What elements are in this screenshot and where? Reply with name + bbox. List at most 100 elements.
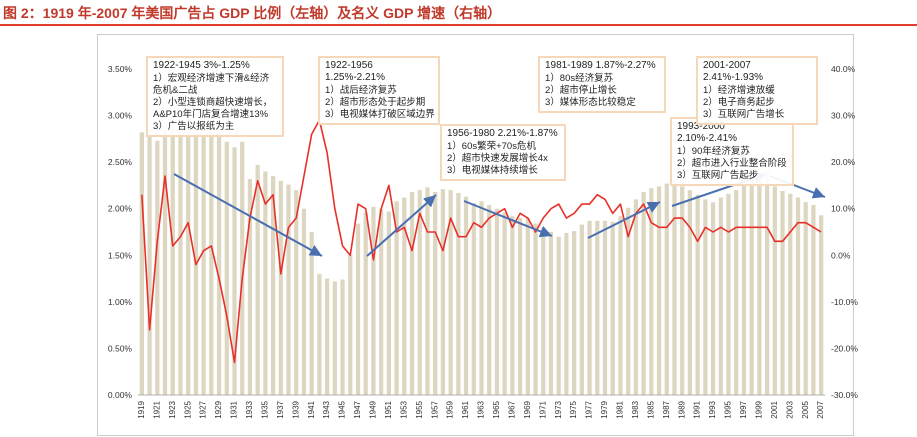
trend-arrow-3 — [463, 200, 553, 238]
bar-1989 — [680, 186, 685, 395]
annotation-box-a2: 1922-1956 1.25%-2.21% 1）战后经济复苏 2）超市形态处于起步期… — [318, 56, 440, 125]
bar-1932 — [240, 141, 245, 395]
annotation-head: 1922-1956 1.25%-2.21% — [325, 60, 386, 83]
x-tick-label: 2005 — [801, 400, 810, 418]
x-tick-label: 1925 — [183, 400, 192, 418]
bar-1986 — [656, 186, 662, 395]
x-tick-label: 1995 — [724, 400, 733, 418]
bar-1968 — [517, 218, 523, 395]
x-tick-label: 1959 — [446, 400, 455, 418]
x-tick-label: 1933 — [245, 400, 254, 418]
x-tick-label: 1971 — [538, 400, 547, 418]
bar-1946 — [348, 255, 353, 395]
left-tick-label: 2.00% — [108, 204, 133, 214]
bar-1998 — [749, 177, 754, 395]
bar-1921 — [155, 140, 160, 395]
x-tick-label: 1931 — [230, 400, 239, 418]
right-tick-label: 40.0% — [831, 64, 856, 74]
bar-1999 — [757, 170, 762, 395]
bar-1927 — [201, 129, 206, 396]
annotation-line: A&P10年门店复合增速13% — [153, 109, 269, 120]
bar-1984 — [641, 191, 646, 395]
x-tick-label: 1967 — [507, 400, 516, 418]
x-tick-label: 1997 — [739, 400, 748, 418]
annotation-line: 1）宏观经济增速下滑&经济 — [153, 73, 270, 84]
annotation-head: 1922-1945 3%-1.25% — [153, 60, 250, 71]
bar-1995 — [726, 193, 731, 395]
trend-arrow-1 — [173, 173, 323, 257]
bar-1987 — [664, 183, 669, 395]
x-tick-label: 1957 — [430, 400, 439, 418]
bar-2007 — [819, 215, 824, 395]
bar-1983 — [633, 199, 639, 395]
left-tick-label: 1.00% — [108, 297, 133, 307]
x-tick-label: 1965 — [492, 400, 501, 418]
left-tick-label: 3.00% — [108, 111, 133, 121]
annotation-line: 2）超市快速发展增长4x — [447, 153, 548, 164]
bar-1972 — [548, 232, 554, 395]
x-tick-label: 2007 — [816, 400, 825, 418]
bar-1996 — [734, 190, 739, 395]
x-tick-label: 1927 — [199, 400, 208, 418]
bar-1978 — [595, 220, 600, 395]
bar-1920 — [147, 126, 152, 395]
bar-1977 — [587, 220, 592, 395]
bar-1990 — [687, 190, 693, 395]
x-tick-label: 1945 — [338, 400, 347, 418]
bar-1936 — [270, 176, 276, 395]
annotation-box-a6: 2001-2007 2.41%-1.93% 1）经济增速放缓 2）电子商务起步 3）互… — [696, 56, 818, 125]
x-tick-label: 1979 — [600, 400, 609, 418]
trend-arrow-4 — [587, 201, 661, 239]
annotation-line: 1）60s繁荣+70s危机 — [447, 141, 536, 152]
x-tick-label: 2001 — [770, 400, 779, 418]
bar-1935 — [263, 171, 268, 395]
bar-2002 — [780, 191, 785, 395]
left-tick-label: 2.50% — [108, 157, 133, 167]
bar-1952 — [394, 201, 399, 395]
bar-1937 — [278, 180, 283, 395]
bar-1919 — [139, 132, 144, 395]
annotation-line: 2）超市形态处于起步期 — [325, 97, 426, 108]
bar-2001 — [772, 186, 777, 395]
bar-1993 — [710, 202, 716, 395]
bar-1938 — [286, 184, 291, 395]
x-tick-label: 1969 — [523, 400, 532, 418]
right-tick-label: -20.0% — [831, 343, 858, 353]
right-tick-label: -30.0% — [831, 390, 858, 400]
bar-1967 — [510, 216, 515, 395]
x-tick-label: 2003 — [785, 400, 794, 418]
left-tick-label: 0.50% — [108, 343, 133, 353]
x-tick-label: 1951 — [384, 400, 393, 418]
bar-1971 — [541, 227, 546, 395]
annotation-line: 3）互联网广告起步 — [677, 170, 759, 181]
x-tick-label: 1989 — [677, 400, 686, 418]
bar-1981 — [618, 216, 623, 395]
bar-1976 — [579, 224, 584, 395]
x-tick-label: 1961 — [461, 400, 470, 418]
annotation-line: 3）互联网广告增长 — [703, 109, 785, 120]
bar-1956 — [425, 187, 430, 395]
annotation-box-a5: 1993-2000 2.10%-2.41% 1）90年经济复苏 2）超市进入行业整合… — [670, 117, 794, 186]
x-tick-label: 1941 — [307, 400, 316, 418]
bar-1965 — [494, 208, 500, 395]
bar-1980 — [610, 221, 615, 395]
bar-1931 — [232, 147, 237, 395]
bar-1962 — [471, 203, 476, 395]
annotation-line: 3）电视媒体打破区域边界 — [325, 109, 435, 120]
bar-1951 — [386, 211, 391, 395]
left-tick-label: 3.50% — [108, 64, 133, 74]
bar-1955 — [417, 190, 422, 395]
annotation-line: 危机&二战 — [153, 85, 198, 96]
bar-1963 — [479, 201, 484, 395]
bar-1953 — [402, 197, 407, 395]
bar-1992 — [703, 199, 708, 395]
x-tick-label: 1943 — [322, 400, 331, 418]
x-tick-label: 1947 — [353, 400, 362, 418]
bar-1959 — [448, 190, 453, 395]
bar-1949 — [371, 206, 376, 395]
bar-1928 — [209, 131, 214, 395]
x-tick-label: 1993 — [708, 400, 717, 418]
annotation-line: 3）广告以报纸为主 — [153, 121, 235, 132]
x-tick-label: 1977 — [585, 400, 594, 418]
